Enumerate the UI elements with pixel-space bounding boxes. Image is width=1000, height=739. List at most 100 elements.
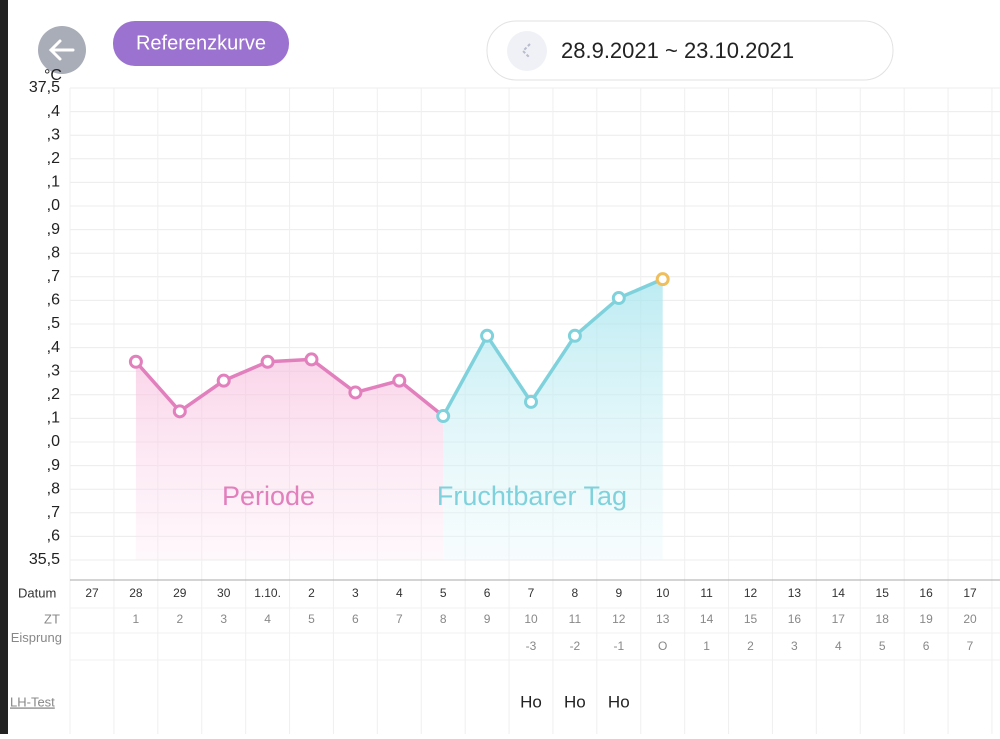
x-tick-label: 11 — [700, 586, 713, 600]
cycle-day: 17 — [832, 612, 846, 626]
x-tick-label: 5 — [440, 586, 447, 600]
row-label-box: Eisprung — [10, 630, 62, 645]
unit: °C — [44, 67, 62, 84]
y-tick-label: ,1 — [47, 174, 60, 191]
phase-label: Fruchtbarer Tag — [437, 481, 627, 511]
temperature-point — [392, 373, 407, 388]
temperature-point — [128, 354, 143, 369]
temperature-line — [441, 277, 664, 417]
x-tick-label: 10 — [656, 586, 670, 600]
temperature-point — [348, 385, 363, 400]
temperature-point — [567, 328, 582, 343]
row-label: Datum — [18, 585, 56, 600]
x-tick-label: 8 — [572, 586, 579, 600]
y-tick-label: ,0 — [47, 433, 60, 450]
cycle-day: 13 — [656, 612, 670, 626]
y-tick-label: ,6 — [47, 292, 60, 309]
cycle-day: 19 — [919, 612, 933, 626]
temperature-point — [436, 409, 451, 424]
date-range: 28.9.2021 ~ 23.10.2021 — [561, 38, 794, 63]
x-tick-label: 1.10. — [254, 586, 281, 600]
y-tick-label: ,3 — [47, 362, 60, 379]
temperature-point — [524, 394, 538, 409]
x-tick-label: 14 — [832, 586, 846, 600]
x-tick-label: 12 — [744, 586, 758, 600]
phase-area — [135, 359, 444, 560]
y-tick-label: ,0 — [47, 197, 60, 214]
row-label[interactable]: LH-Test — [10, 694, 55, 709]
row-label: Eisprung — [10, 630, 62, 645]
cycle-day: 15 — [744, 612, 758, 626]
x-tick-label: 17 — [963, 586, 977, 600]
x-tick-label: 13 — [788, 586, 802, 600]
ovulation-day: -2 — [570, 639, 581, 653]
lh-result: Ho — [608, 692, 630, 711]
temperature-point — [216, 373, 231, 388]
cycle-day: 10 — [524, 612, 538, 626]
y-tick-label: ,9 — [47, 457, 60, 474]
y-tick-label: ,6 — [47, 528, 60, 545]
reference-button[interactable] — [113, 21, 289, 66]
x-tick-label: 6 — [484, 586, 491, 600]
cycle-day: 9 — [484, 612, 491, 626]
cycle-day: 20 — [963, 612, 977, 626]
temperature-point — [260, 354, 275, 369]
x-tick-label: 16 — [919, 586, 933, 600]
cycle-day: 1 — [133, 612, 140, 626]
ovulation-day: 2 — [747, 639, 754, 653]
ovulation-day: 3 — [791, 639, 798, 653]
y-tick-label: 35,5 — [29, 551, 60, 568]
ovulation-day: O — [658, 639, 667, 653]
cycle-day: 3 — [220, 612, 227, 626]
y-tick-label: ,3 — [47, 126, 60, 143]
y-tick-label: ,4 — [47, 103, 60, 120]
y-tick-label: ,2 — [47, 386, 60, 403]
x-tick-label: 15 — [876, 586, 890, 600]
reference-label: Referenzkurve — [136, 32, 266, 54]
phase-label: Periode — [222, 481, 315, 511]
cycle-day: 5 — [308, 612, 315, 626]
phase-area — [443, 279, 663, 560]
y-tick-label: ,8 — [47, 244, 60, 261]
edge — [0, 0, 8, 734]
ovulation-day: 6 — [923, 639, 930, 653]
cycle-day: 4 — [264, 612, 271, 626]
cycle-day: 12 — [612, 612, 626, 626]
temperature-line — [134, 357, 445, 418]
x-tick-label: 27 — [85, 586, 99, 600]
x-tick-label: 2 — [308, 586, 315, 600]
ovulation-day: 4 — [835, 639, 842, 653]
y-tick-label: ,9 — [47, 221, 60, 238]
lh-result: Ho — [520, 692, 542, 711]
cycle-day: 14 — [700, 612, 714, 626]
cycle-day: 2 — [176, 612, 183, 626]
ovulation-day: -1 — [613, 639, 624, 653]
x-tick-label: 9 — [615, 586, 622, 600]
lh-result: Ho — [564, 692, 586, 711]
y-tick-label: ,7 — [47, 268, 60, 285]
ovulation-day: 1 — [703, 639, 710, 653]
y-tick-label: ,8 — [47, 480, 60, 497]
cycle-day: 16 — [788, 612, 802, 626]
y-tick-label: ,2 — [47, 150, 60, 167]
row-label: ZT — [44, 611, 60, 626]
y-tick-label: ,1 — [47, 410, 60, 427]
temperature-point — [304, 352, 319, 367]
cycle-day: 8 — [440, 612, 447, 626]
x-tick-label: 29 — [173, 586, 187, 600]
x-tick-label: 3 — [352, 586, 359, 600]
cycle-day: 18 — [876, 612, 890, 626]
cycle-day: 11 — [569, 612, 582, 626]
y-tick-label: ,4 — [47, 339, 60, 356]
ovulation-day: 7 — [967, 639, 974, 653]
temperature-point — [480, 328, 495, 343]
cycle-day: 6 — [352, 612, 359, 626]
y-tick-label: ,7 — [47, 504, 60, 521]
date-range-box[interactable] — [486, 20, 894, 81]
date-icon — [507, 31, 547, 71]
ovulation-day: -3 — [526, 639, 537, 653]
y-tick-label: 37,5 — [29, 79, 60, 96]
x-tick-label: 4 — [396, 586, 403, 600]
date-icon-arrow — [521, 43, 531, 59]
